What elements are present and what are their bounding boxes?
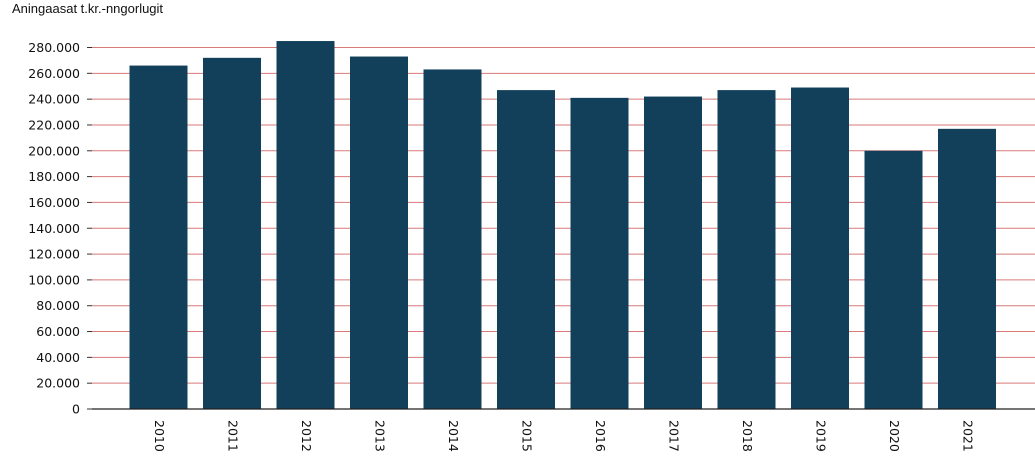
x-tick-label: 2019 (814, 420, 829, 452)
x-tick-label: 2020 (887, 420, 902, 452)
bar-2018 (717, 90, 776, 410)
x-tick-label: 2010 (152, 420, 167, 452)
bar-2016 (570, 97, 629, 410)
y-tick-label: 80.000 (36, 298, 80, 313)
bar-2014 (423, 69, 482, 409)
y-tick-label: 100.000 (28, 272, 80, 287)
y-tick-label: 0 (72, 402, 80, 417)
bar-2021 (938, 128, 996, 409)
bar-2012 (276, 41, 335, 409)
bar-2011 (203, 57, 261, 409)
y-tick-label: 40.000 (36, 350, 80, 365)
y-tick-label: 140.000 (28, 221, 80, 236)
bar-2013 (350, 56, 408, 409)
y-axis-label: Aningaasat t.kr.-nngorlugit (12, 1, 164, 16)
bar-2019 (791, 87, 849, 409)
x-tick-label: 2015 (520, 420, 535, 452)
y-tick-label: 280.000 (28, 40, 80, 55)
y-tick-label: 220.000 (28, 117, 80, 132)
x-tick-label: 2018 (740, 420, 755, 452)
y-tick-label: 260.000 (28, 66, 80, 81)
y-tick-label: 20.000 (36, 376, 80, 391)
y-tick-label: 60.000 (36, 324, 80, 339)
x-tick-label: 2017 (667, 420, 682, 452)
x-tick-label: 2014 (446, 420, 461, 452)
y-tick-label: 120.000 (28, 247, 80, 262)
bar-2017 (644, 96, 702, 409)
y-tick-label: 200.000 (28, 143, 80, 158)
y-tick-label: 160.000 (28, 195, 80, 210)
x-tick-label: 2011 (226, 420, 241, 452)
x-tick-label: 2012 (299, 420, 314, 452)
x-tick-label: 2021 (961, 420, 976, 452)
bar-2020 (864, 150, 923, 410)
x-tick-label: 2013 (373, 420, 388, 452)
bar-2015 (497, 90, 555, 410)
x-tick-label: 2016 (593, 420, 608, 452)
y-tick-label: 240.000 (28, 92, 80, 107)
bar-2010 (129, 65, 188, 409)
y-tick-label: 180.000 (28, 169, 80, 184)
